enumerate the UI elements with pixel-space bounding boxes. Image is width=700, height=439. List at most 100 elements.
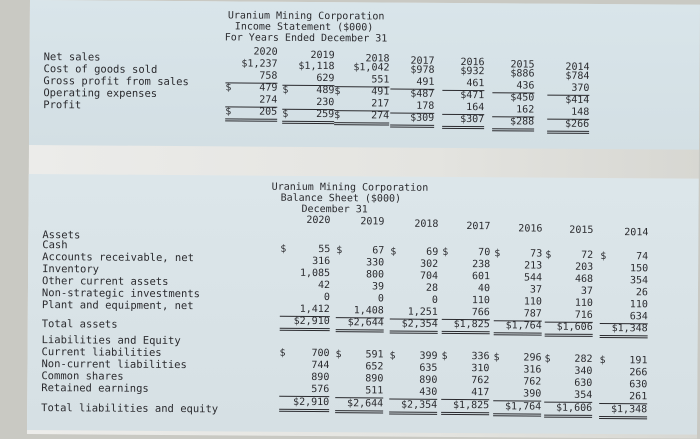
bs-cell: 0	[377, 293, 384, 305]
bs-asset-label: Other current assets	[41, 275, 169, 288]
is-cell: $1,237	[241, 58, 278, 70]
is-row-label: Profit	[43, 99, 82, 112]
bs-cell: 800	[365, 269, 385, 281]
bs-cell: 110	[471, 295, 490, 307]
bs-cell: 601	[471, 271, 491, 283]
is-dollar-sign: $	[225, 106, 232, 118]
bs-cell: 336	[471, 351, 490, 363]
bs-dollar-sign: $	[494, 248, 501, 260]
is-row-label: Operating expenses	[43, 87, 158, 100]
total-assets-cell: $1,764	[493, 320, 542, 336]
is-cell: 489	[316, 84, 335, 96]
bs-liab-label: Non-current liabilities	[41, 358, 187, 372]
bs-asset-label: Plant and equipment, net	[41, 299, 194, 313]
bs-cell: 72	[581, 249, 594, 261]
total-liab-equity-cell: $1,825	[441, 400, 490, 416]
bs-cell: 591	[365, 349, 384, 361]
bs-cell: 468	[574, 273, 594, 285]
total-liab-equity-cell: $1,764	[493, 401, 542, 417]
bs-cell: 37	[529, 284, 543, 296]
bs-cell: 39	[371, 281, 385, 293]
is-cell: $309	[390, 112, 435, 128]
bs-dollar-sign: $	[545, 249, 552, 261]
bs-cell: 67	[372, 245, 385, 257]
total-liab-equity-cell: $2,910	[279, 396, 330, 413]
bs-cell: 42	[317, 280, 331, 292]
bs-cell: 890	[365, 373, 384, 385]
bs-cell: 40	[477, 283, 491, 295]
bs-cell: 266	[629, 366, 648, 379]
is-cell: $471	[460, 90, 485, 102]
total-liab-equity-cell: $2,354	[389, 399, 438, 415]
is-cell: $1,042	[353, 62, 390, 74]
bs-cell: 282	[574, 353, 593, 365]
is-period: For Years Ended December 31	[224, 32, 388, 45]
bs-dollar-sign: $	[441, 351, 448, 363]
bs-cell: 430	[389, 386, 438, 400]
bs-cell: 55	[318, 244, 331, 256]
bs-cell: 417	[441, 387, 490, 401]
total-assets-cell: $1,825	[441, 319, 490, 335]
bs-cell: 1,085	[299, 267, 331, 280]
bs-cell: 74	[636, 251, 649, 263]
bs-cell: 390	[493, 388, 542, 402]
bs-cell: 316	[312, 255, 331, 268]
bs-asset-label: Inventory	[42, 263, 100, 276]
bs-cell: 316	[523, 364, 542, 376]
bs-cell: 630	[574, 377, 593, 389]
bs-liab-label: Current liabilities	[41, 346, 162, 359]
bs-cell: 70	[478, 247, 491, 259]
bs-cell: 354	[544, 389, 593, 403]
is-cell: $487	[410, 88, 435, 100]
is-cell: $266	[547, 118, 590, 134]
bs-cell: 704	[419, 270, 439, 282]
total-assets-cell: $2,354	[389, 318, 438, 334]
is-cell: $932	[460, 66, 485, 78]
bs-year-header: 2018	[414, 218, 439, 230]
bs-year-header: 2016	[518, 223, 543, 235]
bs-cell: 110	[523, 296, 542, 308]
bs-cell: 296	[523, 352, 542, 364]
bs-cell: 0	[323, 292, 330, 304]
is-row-label: Gross profit from sales	[43, 75, 189, 89]
bs-dollar-sign: $	[280, 243, 287, 255]
bs-year-header: 2017	[466, 221, 491, 233]
bs-cell: 890	[311, 371, 330, 384]
bs-dollar-sign: $	[599, 354, 606, 366]
bs-cell: 69	[426, 246, 439, 258]
bs-cell: 238	[472, 259, 491, 271]
bs-cell: 73	[530, 248, 543, 260]
bs-dollar-sign: $	[336, 244, 343, 256]
is-cell: $886	[510, 68, 535, 80]
total-liab-equity-cell: $2,644	[335, 397, 384, 414]
bs-cell: 110	[629, 298, 648, 311]
bs-cell: 630	[629, 378, 648, 391]
is-cell: $784	[565, 70, 590, 82]
bs-asset-label: Non-strategic investments	[41, 287, 201, 301]
bs-cell: 310	[471, 363, 490, 375]
liabilities-equity-heading: Liabilities and Equity	[41, 334, 181, 348]
is-cell: 479	[259, 82, 278, 94]
bs-cell: 110	[574, 297, 593, 309]
bs-cell: 762	[471, 375, 490, 387]
total-liab-equity-cell: $1,606	[544, 402, 593, 418]
bs-dollar-sign: $	[600, 250, 607, 262]
is-row-label: Cost of goods sold	[43, 63, 158, 76]
is-cell: 274	[334, 110, 390, 126]
bs-cell: 302	[420, 258, 439, 270]
is-cell: $978	[410, 64, 435, 76]
is-cell: $307	[442, 114, 485, 130]
is-row-label: Net sales	[43, 51, 101, 64]
bs-cell: 399	[419, 350, 438, 362]
total-assets-cell: $1,606	[544, 321, 593, 337]
is-cell: $1,118	[298, 60, 335, 72]
is-year-header: 2020	[253, 46, 278, 58]
bs-cell: 511	[335, 384, 384, 399]
bs-asset-label: Cash	[42, 239, 68, 252]
bs-cell: 700	[311, 347, 330, 360]
bs-year-header: 2020	[306, 214, 331, 227]
bs-cell: 635	[419, 362, 438, 374]
is-dollar-sign: $	[334, 110, 341, 122]
bs-cell: 576	[279, 383, 330, 398]
total-assets-cell: $1,348	[599, 322, 648, 339]
